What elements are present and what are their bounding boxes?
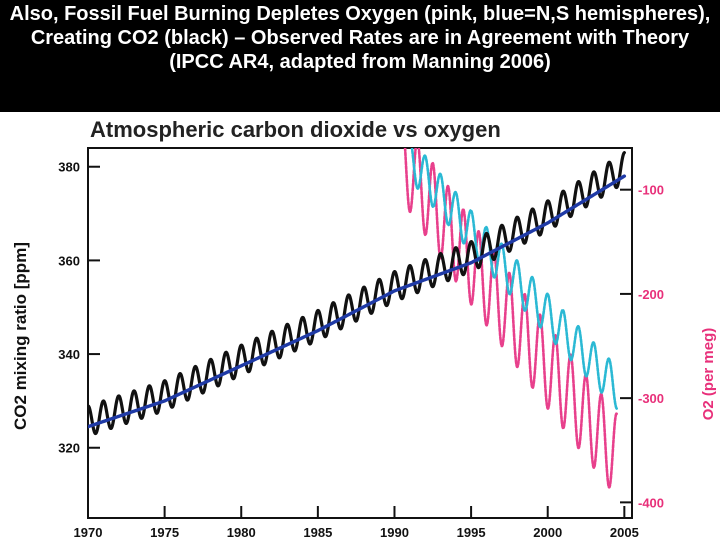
y2-tick-label--400: -400 bbox=[638, 495, 664, 510]
plot-frame bbox=[87, 147, 633, 519]
chart-panel: Atmospheric carbon dioxide vs oxygen 320… bbox=[0, 112, 720, 540]
x-tick-label-1980: 1980 bbox=[227, 525, 256, 540]
series-line-co2-trend bbox=[88, 174, 627, 429]
series-line-o2-south bbox=[410, 148, 618, 410]
y-axis-label-o2: O2 (per meg) bbox=[700, 328, 717, 421]
y2-tick-label--300: -300 bbox=[638, 391, 664, 406]
y-tick-label-340: 340 bbox=[58, 347, 80, 362]
y2-tick-label--100: -100 bbox=[638, 183, 664, 198]
co2-vs-o2-chart: Atmospheric carbon dioxide vs oxygen 320… bbox=[11, 117, 717, 540]
y-tick-label-380: 380 bbox=[58, 160, 80, 175]
x-tick-label-1985: 1985 bbox=[303, 525, 332, 540]
ticks-layer: 320 340 360 380 1970 1975 1980 1985 1990 1995 2000… bbox=[58, 160, 664, 540]
x-tick-label-2000: 2000 bbox=[533, 525, 562, 540]
series-line-o2-north bbox=[403, 148, 618, 489]
x-tick-label-1975: 1975 bbox=[150, 525, 179, 540]
y-tick-label-320: 320 bbox=[58, 441, 80, 456]
series-line-co2-monthly bbox=[88, 151, 626, 436]
chart-title: Atmospheric carbon dioxide vs oxygen bbox=[90, 117, 501, 142]
x-tick-label-1995: 1995 bbox=[457, 525, 486, 540]
x-tick-label-1970: 1970 bbox=[74, 525, 103, 540]
x-tick-label-2005: 2005 bbox=[610, 525, 639, 540]
y2-tick-label--200: -200 bbox=[638, 287, 664, 302]
slide-title: Also, Fossil Fuel Burning Depletes Oxyge… bbox=[9, 3, 711, 73]
y-axis-label-co2: CO2 mixing ratio [ppm] bbox=[11, 242, 30, 430]
y-tick-label-360: 360 bbox=[58, 253, 80, 268]
x-tick-label-1990: 1990 bbox=[380, 525, 409, 540]
series-layer bbox=[88, 148, 627, 489]
